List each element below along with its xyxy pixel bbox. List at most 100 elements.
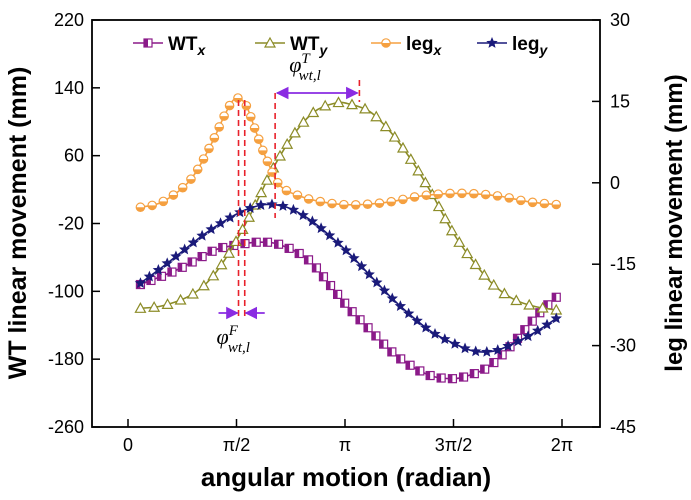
data-point-legy [420, 321, 432, 333]
series-wtx [135, 237, 561, 384]
data-point-legx [214, 122, 224, 132]
data-point-legy [394, 300, 407, 311]
legend-label-wtx: WTx [168, 34, 207, 58]
data-point-wtx [436, 373, 446, 383]
series-line-legy [139, 203, 557, 353]
data-point-wty [419, 176, 432, 188]
left-y-tick-label: -260 [48, 417, 84, 437]
left-y-tick-label: -20 [58, 214, 84, 234]
data-point-legx [158, 196, 169, 207]
right-y-tick-label: 15 [610, 91, 630, 111]
data-point-legy [550, 312, 562, 324]
data-point-legx [527, 197, 538, 208]
data-point-legx [350, 200, 361, 210]
data-point-legy [449, 337, 461, 349]
legend-marker-wty [263, 36, 277, 48]
x-tick-label: 2π [551, 435, 573, 455]
legend-item-legx: legx [371, 34, 442, 58]
data-point-wty [207, 269, 220, 281]
data-point-legy [459, 342, 471, 354]
data-point-wtx [489, 357, 499, 368]
data-point-wtx [167, 267, 177, 277]
data-point-wty [439, 212, 452, 224]
data-point-wtx [303, 255, 314, 265]
data-point-legy [297, 209, 309, 221]
data-point-legy [502, 340, 514, 351]
left-y-axis-label: WT linear movement (mm) [4, 67, 32, 380]
data-point-legy [332, 236, 344, 248]
data-point-wtx [284, 243, 294, 253]
left-y-tick-label: -180 [48, 349, 84, 369]
data-point-legy [134, 277, 147, 289]
data-point-wty [498, 287, 511, 299]
data-point-legx [327, 198, 337, 209]
data-point-wty [469, 258, 482, 270]
data-point-legx [198, 154, 209, 164]
data-point-legx [241, 100, 252, 111]
data-point-wty [332, 96, 345, 108]
data-point-wty [510, 294, 523, 306]
right-y-axis-label: leg linear movement (mm) [661, 74, 688, 371]
data-point-wtx [396, 354, 406, 364]
data-point-wty [255, 186, 268, 198]
data-point-legx [219, 111, 229, 121]
phase-f-label: φF wt,l [217, 323, 250, 356]
data-point-legy [143, 270, 156, 282]
data-point-wty [478, 268, 491, 280]
data-point-wty [319, 99, 332, 111]
data-point-wtx [520, 325, 530, 335]
data-point-legx [292, 190, 303, 200]
data-point-wtx [311, 263, 322, 273]
data-point-wty [297, 115, 310, 127]
right-y-tick-label: 0 [610, 173, 620, 193]
data-point-legx [281, 185, 292, 196]
data-point-wtx [197, 251, 207, 262]
data-point-legx [147, 200, 157, 211]
data-point-legy [541, 318, 553, 330]
data-point-legy [315, 222, 327, 234]
data-point-wtx [371, 331, 381, 341]
data-point-legy [205, 223, 217, 235]
series-legx [135, 93, 562, 213]
data-point-wty [359, 102, 372, 114]
data-point-legy [214, 217, 227, 229]
data-point-legx [469, 188, 479, 199]
data-point-legx [386, 196, 397, 207]
data-point-wty [523, 298, 536, 310]
data-point-legy [355, 260, 368, 272]
data-point-wty [148, 301, 161, 312]
data-point-wtx [177, 262, 187, 272]
data-point-wty [461, 247, 474, 259]
x-tick-label: 3π/2 [435, 435, 472, 455]
data-point-wtx [262, 237, 273, 247]
data-point-wty [370, 110, 383, 122]
data-point-legx [303, 194, 314, 204]
data-point-legy [532, 324, 544, 336]
data-point-legx [492, 191, 503, 201]
data-point-wty [404, 153, 417, 164]
data-point-wty [215, 258, 228, 270]
data-point-wtx [458, 372, 469, 382]
data-point-legy [348, 252, 360, 264]
data-point-legy [152, 264, 165, 275]
data-point-wty [242, 211, 256, 222]
data-point-wtx [415, 366, 425, 376]
data-point-legx [457, 188, 467, 199]
data-point-legx [253, 134, 264, 144]
data-point-wtx [527, 316, 537, 326]
x-tick-label: π/2 [223, 435, 250, 455]
series-line-legx [140, 97, 557, 209]
data-point-legy [287, 203, 300, 215]
data-point-legx [362, 199, 373, 210]
series-legy [134, 198, 562, 357]
data-point-wtx [355, 315, 365, 325]
data-point-wty [536, 301, 549, 313]
left-y-tick-label: 140 [54, 78, 84, 98]
data-point-wtx [218, 242, 228, 253]
data-point-legy [224, 211, 236, 223]
left-y-axis-ticks: 220 140 60 -20 -100 -180 -260 [48, 10, 100, 437]
data-point-legy [306, 215, 319, 227]
data-point-legx [262, 156, 273, 167]
data-point-legx [421, 190, 432, 201]
